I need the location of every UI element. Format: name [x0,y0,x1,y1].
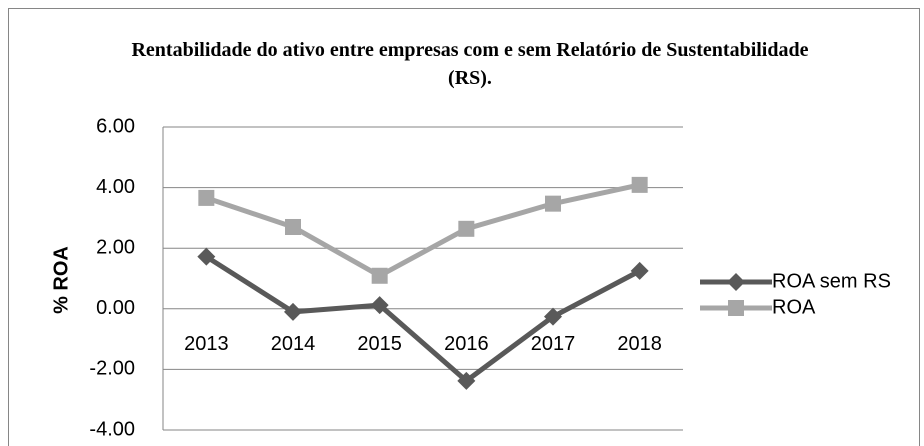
y-axis-label: % ROA [50,246,72,314]
y-tick-label: 4.00 [96,176,135,198]
legend-label: ROA sem RS [772,270,891,292]
y-tick-label: 6.00 [96,115,135,137]
y-tick-label: -2.00 [89,358,135,380]
x-tick-label: 2013 [184,333,229,355]
marker [631,176,648,193]
marker [285,218,301,235]
x-tick-label: 2016 [444,333,489,355]
marker [728,300,744,316]
marker [458,220,475,237]
legend-label: ROA [772,296,816,318]
x-tick-label: 2018 [617,333,662,355]
x-tick-label: 2017 [531,333,576,355]
y-tick-label: -4.00 [89,418,135,440]
line [204,254,641,384]
marker [197,247,216,266]
x-tick-label: 2015 [357,333,402,355]
x-tick-label: 2014 [271,333,316,355]
marker [370,296,389,315]
marker [544,307,562,326]
y-tick-label: 2.00 [96,236,135,258]
marker [371,267,388,284]
y-tick-label: 0.00 [96,297,135,319]
chart-title: Rentabilidade do ativo entre empresas co… [131,39,809,89]
marker [545,195,561,212]
marker [198,189,215,206]
line [205,182,641,279]
marker [727,273,745,291]
marker [284,302,302,321]
marker [457,371,476,390]
marker [630,261,649,280]
